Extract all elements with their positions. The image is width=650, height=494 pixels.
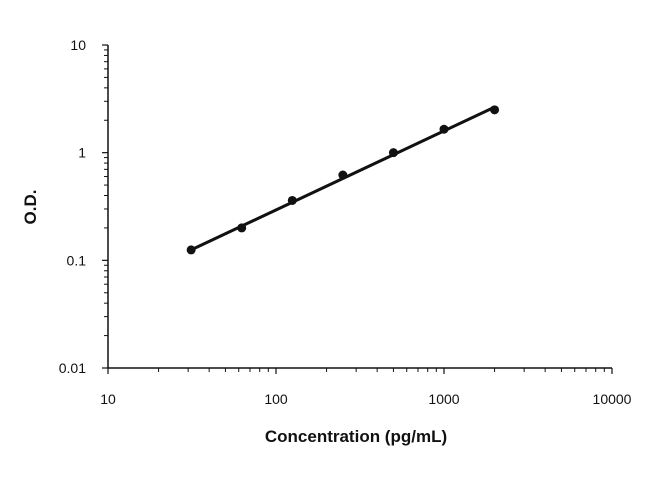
x-tick-label: 10 — [100, 391, 116, 407]
data-point — [186, 245, 196, 255]
axes — [107, 45, 612, 369]
data-point — [287, 195, 297, 205]
data-point — [388, 148, 398, 158]
series-layer — [186, 105, 500, 255]
y-tick-label: 0.01 — [59, 360, 86, 376]
tick-marks — [102, 44, 613, 374]
y-tick-label: 10 — [70, 37, 86, 53]
x-tick-label: 1000 — [428, 391, 459, 407]
data-point — [237, 223, 247, 233]
data-point — [490, 105, 500, 115]
x-axis-title: Concentration (pg/mL) — [265, 427, 447, 446]
y-tick-label: 1 — [78, 145, 86, 161]
y-tick-label: 0.1 — [67, 252, 87, 268]
data-point — [439, 124, 449, 134]
x-tick-label: 10000 — [593, 391, 632, 407]
x-tick-label: 100 — [264, 391, 288, 407]
y-axis-title: O.D. — [21, 190, 40, 225]
data-point — [338, 170, 348, 180]
tick-labels: 10 100 1000 10000 0.01 0.1 1 10 — [59, 37, 632, 407]
